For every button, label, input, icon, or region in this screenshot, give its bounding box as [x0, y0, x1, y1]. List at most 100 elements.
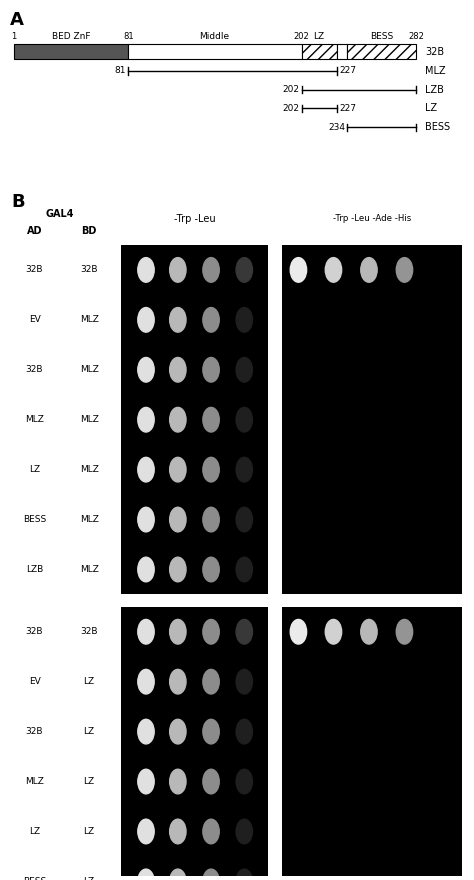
Circle shape: [236, 258, 253, 282]
Circle shape: [170, 819, 186, 844]
Circle shape: [236, 670, 253, 694]
Text: 81: 81: [115, 67, 126, 76]
Text: 227: 227: [339, 67, 356, 76]
Text: LZ: LZ: [83, 727, 95, 736]
Text: LZ: LZ: [83, 777, 95, 786]
Circle shape: [236, 507, 253, 532]
Circle shape: [396, 620, 413, 644]
Circle shape: [325, 620, 342, 644]
Text: 32B: 32B: [81, 266, 98, 275]
Circle shape: [236, 620, 253, 644]
Bar: [282, 245, 462, 595]
Circle shape: [236, 557, 253, 582]
Circle shape: [290, 258, 307, 282]
Text: LZ: LZ: [83, 876, 95, 880]
Circle shape: [170, 869, 186, 880]
Circle shape: [138, 507, 154, 532]
Circle shape: [203, 507, 219, 532]
Text: MLZ: MLZ: [25, 415, 44, 424]
Circle shape: [203, 719, 219, 744]
Text: MLZ: MLZ: [25, 777, 44, 786]
Text: GAL4: GAL4: [46, 209, 74, 219]
Text: EV: EV: [28, 678, 40, 686]
Circle shape: [203, 769, 219, 794]
Text: MLZ: MLZ: [80, 466, 99, 474]
Text: LZ: LZ: [313, 33, 324, 41]
Circle shape: [236, 719, 253, 744]
Text: A: A: [9, 11, 23, 29]
Text: 234: 234: [328, 122, 345, 132]
Circle shape: [203, 557, 219, 582]
Text: BED ZnF: BED ZnF: [52, 33, 91, 41]
Text: MLZ: MLZ: [80, 415, 99, 424]
Text: BESS: BESS: [23, 515, 46, 524]
Text: MLZ: MLZ: [80, 315, 99, 325]
Circle shape: [138, 769, 154, 794]
Bar: [347, 44, 416, 59]
Circle shape: [203, 407, 219, 432]
Bar: [121, 245, 268, 595]
Circle shape: [236, 407, 253, 432]
Text: 202: 202: [283, 104, 299, 113]
Circle shape: [170, 620, 186, 644]
Circle shape: [170, 557, 186, 582]
Circle shape: [138, 869, 154, 880]
Text: 202: 202: [294, 33, 310, 41]
Circle shape: [138, 620, 154, 644]
Text: EV: EV: [28, 315, 40, 325]
Bar: [128, 44, 301, 59]
Text: 32B: 32B: [26, 627, 43, 636]
Circle shape: [170, 719, 186, 744]
Text: Middle: Middle: [199, 33, 229, 41]
Circle shape: [138, 407, 154, 432]
Circle shape: [236, 458, 253, 482]
Circle shape: [203, 357, 219, 382]
Text: LZB: LZB: [425, 84, 444, 95]
Circle shape: [138, 719, 154, 744]
Text: 227: 227: [339, 104, 356, 113]
Text: 202: 202: [283, 85, 299, 94]
Circle shape: [170, 769, 186, 794]
Circle shape: [396, 258, 413, 282]
Circle shape: [361, 258, 377, 282]
Text: BESS: BESS: [370, 33, 393, 41]
Circle shape: [361, 620, 377, 644]
Circle shape: [138, 557, 154, 582]
Circle shape: [170, 357, 186, 382]
Text: BESS: BESS: [425, 122, 450, 132]
Circle shape: [138, 307, 154, 332]
Bar: [282, 607, 462, 880]
Text: 32B: 32B: [81, 627, 98, 636]
Circle shape: [170, 407, 186, 432]
Circle shape: [290, 620, 307, 644]
Circle shape: [138, 819, 154, 844]
Text: 32B: 32B: [425, 47, 444, 56]
Circle shape: [203, 819, 219, 844]
Circle shape: [138, 357, 154, 382]
Bar: [14, 44, 128, 59]
Circle shape: [170, 458, 186, 482]
Circle shape: [138, 258, 154, 282]
Text: 81: 81: [123, 33, 134, 41]
Circle shape: [236, 357, 253, 382]
Text: 32B: 32B: [26, 266, 43, 275]
Circle shape: [138, 458, 154, 482]
Circle shape: [203, 258, 219, 282]
Text: LZ: LZ: [83, 827, 95, 836]
Circle shape: [170, 670, 186, 694]
Circle shape: [170, 258, 186, 282]
Circle shape: [236, 769, 253, 794]
Text: LZB: LZB: [26, 565, 43, 574]
Bar: [301, 44, 337, 59]
Text: MLZ: MLZ: [80, 365, 99, 374]
Text: LZ: LZ: [83, 678, 95, 686]
Circle shape: [203, 869, 219, 880]
Text: -Trp -Leu: -Trp -Leu: [173, 214, 215, 224]
Text: 32B: 32B: [26, 365, 43, 374]
Text: B: B: [12, 193, 26, 211]
Text: AD: AD: [27, 226, 42, 237]
Circle shape: [138, 670, 154, 694]
Circle shape: [203, 307, 219, 332]
Text: 1: 1: [11, 33, 17, 41]
Circle shape: [236, 307, 253, 332]
